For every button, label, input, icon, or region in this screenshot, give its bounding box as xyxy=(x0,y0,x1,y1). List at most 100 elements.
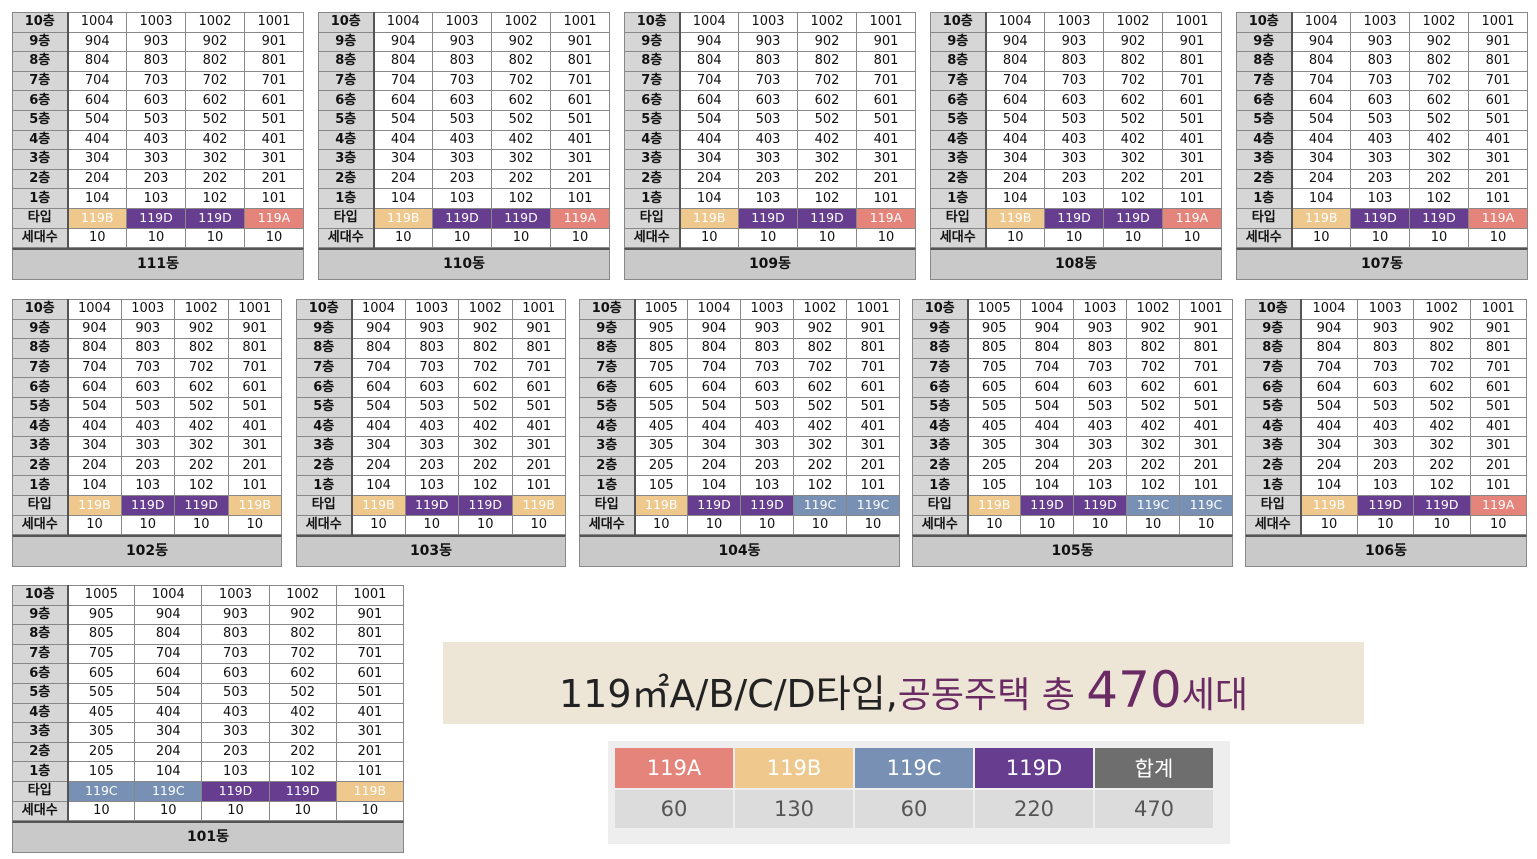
unit-cell: 1001 xyxy=(1468,12,1528,33)
unit-cell: 705 xyxy=(66,643,136,665)
unit-cell: 703 xyxy=(404,357,459,379)
unit-cell: 1004 xyxy=(1299,299,1358,320)
unit-cell: 901 xyxy=(856,31,916,53)
type-cell: 119A xyxy=(1469,494,1527,516)
unit-cell: 802 xyxy=(1126,338,1180,359)
unit-cell: 404 xyxy=(984,129,1045,151)
unit-cell: 703 xyxy=(1073,357,1127,379)
floor-label: 1층 xyxy=(296,475,352,496)
unit-cell: 801 xyxy=(1468,51,1528,72)
unit-cell: 1003 xyxy=(126,12,186,33)
unit-cell: 401 xyxy=(1162,129,1222,151)
floor-label: 3층 xyxy=(12,722,68,743)
unit-cell: 401 xyxy=(550,129,610,151)
households-cell: 10 xyxy=(201,800,270,822)
banner-housing-text: 공동주택 총 xyxy=(897,675,1087,716)
unit-cell: 903 xyxy=(404,318,459,340)
unit-cell: 301 xyxy=(1469,436,1527,457)
unit-cell: 1004 xyxy=(134,585,203,606)
unit-cell: 501 xyxy=(1468,109,1528,131)
unit-cell: 203 xyxy=(738,168,798,190)
unit-cell: 201 xyxy=(227,455,282,477)
type-row: 타입 119B 119D 119D 119A xyxy=(1236,207,1528,229)
unit-cell: 101 xyxy=(227,475,282,496)
building-block: 10층 1004 1003 1002 1001 9층 904 903 902 901 8층 804 80… xyxy=(12,299,282,568)
unit-cell: 103 xyxy=(120,475,175,496)
floor-label: 3층 xyxy=(1245,436,1301,457)
floor-row: 9층 904 903 902 901 xyxy=(12,31,304,53)
floor-row: 8층 804 803 802 801 xyxy=(1236,51,1528,72)
unit-cell: 803 xyxy=(1044,51,1104,72)
type-row: 타입 119B 119D 119D 119A xyxy=(318,207,610,229)
unit-cell: 702 xyxy=(1126,357,1180,379)
floor-label: 5층 xyxy=(1245,396,1301,418)
unit-cell: 302 xyxy=(185,149,245,170)
unit-cell: 1001 xyxy=(1469,299,1527,320)
unit-cell: 304 xyxy=(1299,436,1358,457)
unit-cell: 602 xyxy=(268,663,337,684)
unit-cell: 101 xyxy=(1162,188,1222,209)
building-name: 105동 xyxy=(912,535,1233,568)
floor-label: 3층 xyxy=(1236,149,1292,170)
floor-row: 2층 204 203 202 201 xyxy=(12,455,282,477)
floor-label: 10층 xyxy=(1245,299,1301,320)
type-row: 타입 119C 119C 119D 119D 119B xyxy=(12,780,405,802)
unit-cell: 302 xyxy=(491,149,551,170)
floor-label: 8층 xyxy=(1236,51,1292,72)
households-cell: 10 xyxy=(793,514,847,536)
unit-cell: 401 xyxy=(1469,416,1527,438)
households-cell: 10 xyxy=(738,227,798,249)
unit-cell: 605 xyxy=(633,377,688,398)
floor-label: 10층 xyxy=(579,299,635,320)
type-summary-box: 119A 119B 119C 119D 합계 60 130 60 220 470 xyxy=(608,741,1230,844)
unit-cell: 1001 xyxy=(1179,299,1233,320)
unit-cell: 603 xyxy=(738,90,798,111)
building-block: 10층 1004 1003 1002 1001 9층 904 903 902 901 8층 804 80… xyxy=(12,12,304,281)
unit-cell: 102 xyxy=(1126,475,1180,496)
unit-cell: 601 xyxy=(335,663,405,684)
floor-row: 6층 604 603 602 601 xyxy=(296,377,566,398)
unit-cell: 501 xyxy=(511,396,566,418)
unit-cell: 103 xyxy=(126,188,186,209)
unit-cell: 201 xyxy=(846,455,900,477)
unit-cell: 805 xyxy=(66,624,136,645)
unit-cell: 501 xyxy=(244,109,304,131)
unit-cell: 504 xyxy=(1020,396,1074,418)
summary-header-119b: 119B xyxy=(734,748,855,790)
unit-cell: 504 xyxy=(984,109,1045,131)
unit-cell: 902 xyxy=(268,604,337,626)
unit-cell: 104 xyxy=(678,188,739,209)
type-summary-table: 119A 119B 119C 119D 합계 60 130 60 220 470 xyxy=(615,748,1215,830)
type-row: 타입 119B 119D 119D 119B xyxy=(12,494,282,516)
households-cell: 10 xyxy=(1162,227,1222,249)
floor-row: 4층 404 403 402 401 xyxy=(1245,416,1527,438)
floor-row: 5층 504 503 502 501 xyxy=(624,109,916,131)
households-cell: 10 xyxy=(66,514,122,536)
unit-cell: 402 xyxy=(1126,416,1180,438)
unit-cell: 303 xyxy=(1073,436,1127,457)
unit-cell: 905 xyxy=(966,318,1021,340)
type-cell: 119C xyxy=(66,780,136,802)
unit-cell: 904 xyxy=(372,31,433,53)
floor-row: 6층 605 604 603 602 601 xyxy=(579,377,900,398)
unit-cell: 805 xyxy=(966,338,1021,359)
unit-table: 10층 1005 1004 1003 1002 1001 9층 905 904 903 902 901… xyxy=(579,299,900,536)
unit-cell: 702 xyxy=(174,357,229,379)
unit-cell: 304 xyxy=(350,436,406,457)
unit-cell: 403 xyxy=(201,702,270,724)
floor-label: 1층 xyxy=(930,188,986,209)
type-row: 타입 119B 119D 119D 119A xyxy=(624,207,916,229)
unit-cell: 505 xyxy=(66,682,136,704)
unit-cell: 603 xyxy=(432,90,492,111)
unit-cell: 402 xyxy=(797,129,857,151)
floor-label: 9층 xyxy=(624,31,680,53)
floor-label: 9층 xyxy=(296,318,352,340)
unit-cell: 1004 xyxy=(66,12,127,33)
building-name: 110동 xyxy=(318,248,610,281)
unit-cell: 601 xyxy=(244,90,304,111)
unit-cell: 704 xyxy=(1290,70,1351,92)
unit-cell: 302 xyxy=(1409,149,1469,170)
unit-cell: 401 xyxy=(244,129,304,151)
unit-cell: 301 xyxy=(550,149,610,170)
unit-cell: 304 xyxy=(134,722,203,743)
